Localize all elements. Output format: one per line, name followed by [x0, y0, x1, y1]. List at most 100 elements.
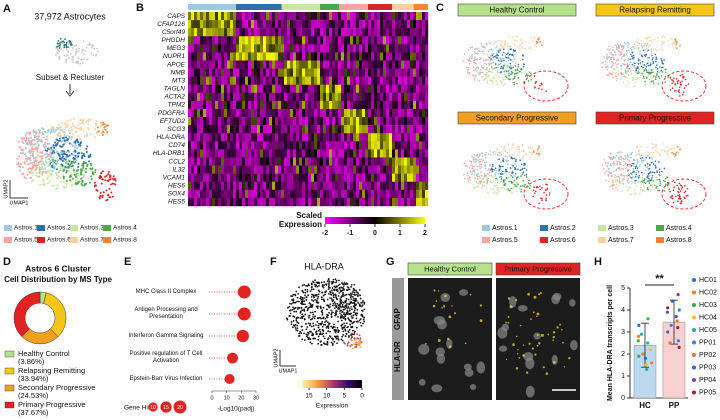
heat-cell [224, 157, 228, 166]
heat-cell [230, 181, 234, 191]
umap-point [625, 42, 627, 45]
umap-point [630, 180, 633, 183]
heat-cell [308, 165, 312, 174]
umap-point [504, 82, 506, 85]
legend-swatch [70, 225, 78, 231]
heat-cell [302, 44, 306, 53]
heat-cell [266, 157, 270, 166]
umap-point [502, 172, 505, 174]
umap-point [615, 64, 618, 66]
gene-label: EFTUD2 [160, 118, 186, 125]
umap-point [499, 180, 502, 183]
heat-cell [365, 117, 369, 126]
umap-point [686, 187, 689, 190]
heat-cell [269, 12, 273, 21]
heat-cell [413, 52, 417, 61]
colorbar-tick-label: 1 [398, 230, 402, 237]
umap-point [314, 279, 316, 282]
umap-point [613, 170, 615, 172]
umap-point [652, 82, 655, 84]
heat-cell [338, 60, 342, 69]
heat-cell [242, 100, 246, 110]
heat-cell [293, 28, 297, 37]
umap-point [482, 79, 485, 81]
umap-point [74, 150, 77, 153]
umap-point [62, 169, 65, 172]
umap-point [502, 186, 505, 189]
umap-point [502, 67, 504, 70]
umap-point [510, 70, 513, 73]
umap-point [64, 166, 67, 169]
umap-point [476, 153, 479, 156]
umap-point [681, 80, 683, 82]
umap-point [58, 47, 61, 49]
umap-point [82, 129, 85, 132]
umap-point [495, 54, 497, 57]
heat-cell [284, 84, 288, 94]
heat-cell [374, 149, 378, 158]
heat-cell [368, 149, 372, 158]
umap-point [645, 180, 648, 183]
heat-cell [377, 189, 381, 199]
heat-cell [305, 84, 309, 94]
umap-point [510, 65, 513, 68]
heat-cell [425, 28, 429, 37]
heat-cell [302, 84, 306, 94]
umap-point [630, 70, 632, 73]
umap-point [663, 190, 666, 192]
heat-cell [224, 52, 228, 61]
umap-point [667, 76, 670, 78]
heat-cell [308, 173, 312, 182]
legend-label: Primary Progressive [18, 400, 86, 409]
heat-cell [251, 189, 255, 199]
umap-point [83, 169, 86, 172]
heat-cell [284, 173, 288, 182]
umap-point [487, 58, 489, 61]
heat-cell [254, 36, 258, 45]
heat-cell [260, 52, 264, 61]
heat-cell [398, 60, 402, 69]
umap-point [56, 45, 58, 48]
umap-point [48, 158, 51, 161]
umap-point [508, 154, 511, 157]
heat-cell [299, 36, 303, 45]
umap-point [109, 183, 112, 186]
umap-point [72, 157, 75, 160]
heat-cell [290, 84, 294, 94]
umap-point [678, 89, 680, 91]
heat-cell [218, 149, 222, 158]
heat-cell [422, 92, 426, 102]
heat-cell [281, 44, 285, 53]
umap-point [523, 185, 526, 187]
umap-point [520, 48, 522, 50]
umap-point [661, 71, 664, 73]
umap-point [480, 180, 483, 183]
heat-cell [320, 109, 324, 118]
heat-cell [326, 12, 330, 21]
heat-cell [326, 189, 330, 199]
umap-point [62, 49, 65, 52]
heat-cell [326, 133, 330, 142]
group-box [457, 111, 577, 125]
umap-point [57, 53, 60, 55]
umap-point [628, 64, 631, 66]
umap-point [74, 175, 77, 178]
heat-cell [239, 100, 243, 110]
umap-point [649, 71, 652, 74]
heat-cell [398, 92, 402, 102]
heat-cell [395, 12, 399, 21]
heat-cell [392, 20, 396, 29]
heat-cell [356, 149, 360, 158]
heat-cell [218, 28, 222, 37]
heat-cell [245, 12, 249, 21]
umap-point [36, 148, 39, 151]
umap-point [532, 195, 535, 198]
heat-cell [209, 173, 213, 182]
heat-cell [338, 133, 342, 142]
umap-point [525, 176, 528, 178]
heat-cell [314, 76, 318, 85]
heat-cell [365, 109, 369, 118]
heat-cell [380, 84, 384, 94]
umap-point [508, 171, 510, 174]
umap-point [637, 67, 639, 69]
